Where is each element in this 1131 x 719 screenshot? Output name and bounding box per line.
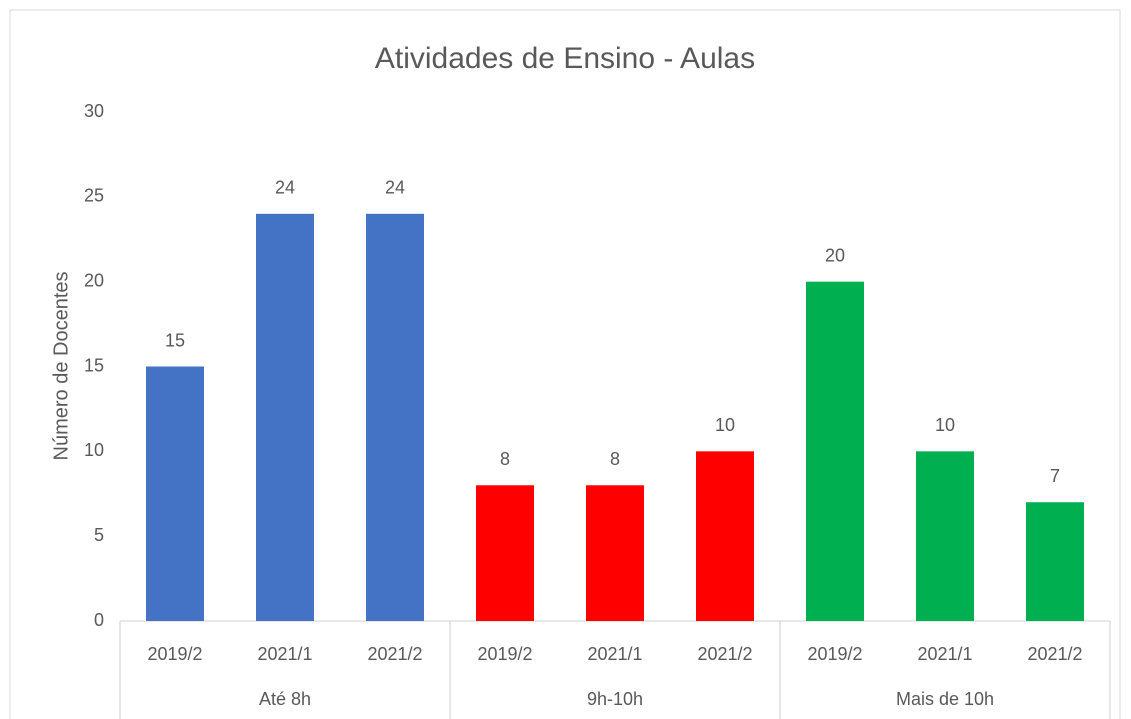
data-label: 10: [935, 415, 955, 435]
data-label: 8: [610, 449, 620, 469]
group-label: 9h-10h: [587, 689, 643, 709]
y-tick-label: 25: [84, 186, 104, 206]
chart-border: [9, 9, 1121, 719]
y-tick-label: 0: [94, 610, 104, 630]
data-label: 15: [165, 330, 185, 350]
y-tick-label: 20: [84, 270, 104, 290]
data-label: 24: [275, 178, 295, 198]
bar: [146, 366, 204, 621]
chart-title: Atividades de Ensino - Aulas: [375, 42, 755, 75]
y-tick-label: 5: [94, 525, 104, 545]
y-tick-label: 30: [84, 101, 104, 121]
x-tick-label: 2019/2: [477, 644, 532, 664]
bar: [806, 281, 864, 621]
y-axis-title: Número de Docentes: [50, 272, 72, 461]
bar: [916, 451, 974, 621]
x-tick-label: 2021/2: [697, 644, 752, 664]
y-tick-label: 15: [84, 355, 104, 375]
data-label: 8: [500, 449, 510, 469]
data-label: 20: [825, 245, 845, 265]
group-label: Mais de 10h: [896, 689, 994, 709]
y-tick-label: 10: [84, 440, 104, 460]
group-label: Até 8h: [259, 689, 311, 709]
x-tick-label: 2021/1: [587, 644, 642, 664]
x-tick-label: 2019/2: [807, 644, 862, 664]
bar: [366, 213, 424, 622]
data-label: 10: [715, 415, 735, 435]
x-tick-label: 2021/1: [257, 644, 312, 664]
x-tick-label: 2019/2: [147, 644, 202, 664]
bar: [256, 213, 314, 622]
x-tick-label: 2021/2: [1027, 644, 1082, 664]
x-tick-label: 2021/2: [367, 644, 422, 664]
x-tick-label: 2021/1: [917, 644, 972, 664]
data-label: 24: [385, 178, 405, 198]
bar: [696, 451, 754, 621]
bar: [1026, 502, 1084, 621]
bar: [586, 485, 644, 621]
data-label: 7: [1050, 466, 1060, 486]
bar: [476, 485, 534, 621]
